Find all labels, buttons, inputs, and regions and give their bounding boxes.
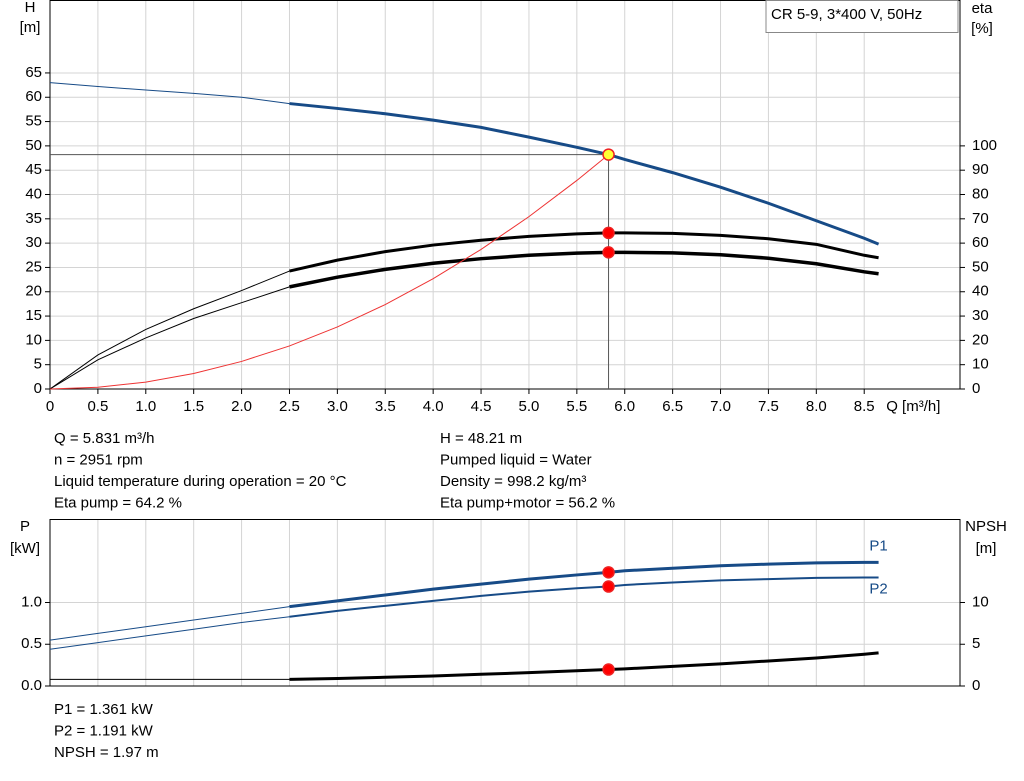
y-axis-label: P — [20, 518, 30, 535]
series-name: P1 — [869, 537, 887, 554]
series-line — [49, 82, 290, 105]
x-tick-label: 4.0 — [423, 398, 444, 415]
y2-tick-label: 50 — [972, 258, 989, 275]
chart: 0.0 0.5 1.0 0 5 10 P [kW] NPSH [m] P1 P2 P1 = 1.361 … — [10, 518, 1007, 761]
operating-point — [602, 580, 615, 593]
x-tick-label: 4.5 — [471, 398, 492, 415]
y2-tick-label: 80 — [972, 185, 989, 202]
y2-tick-label: 10 — [972, 593, 989, 610]
y2-tick-label: 0 — [972, 677, 980, 694]
x-tick-label: 6.5 — [662, 398, 683, 415]
x-tick-label: 0 — [46, 398, 54, 415]
y2-axis-label: NPSH — [965, 518, 1007, 535]
series-line — [49, 154, 609, 390]
y-axis-label: [kW] — [10, 540, 40, 557]
x-tick-label: 3.5 — [375, 398, 396, 415]
x-axis-label: Q [m³/h] — [886, 398, 940, 415]
x-tick-label: 7.0 — [710, 398, 731, 415]
y2-axis-label: eta — [972, 0, 994, 17]
y-axis-label: [m] — [20, 19, 41, 36]
operating-point — [602, 226, 615, 240]
x-tick-label: 1.0 — [135, 398, 156, 415]
readout: Liquid temperature during operation = 20… — [54, 473, 347, 490]
y-tick-label: 45 — [25, 161, 42, 178]
readout: Density = 998.2 kg/m³ — [440, 473, 586, 490]
y-tick-label: 25 — [25, 258, 42, 275]
y-tick-label: 40 — [25, 185, 42, 202]
x-tick-label: 2.0 — [231, 398, 252, 415]
readout: Eta pump = 64.2 % — [54, 494, 182, 511]
y2-axis-label: [%] — [971, 20, 993, 37]
y-tick-label: 10 — [25, 331, 42, 348]
y2-tick-label: 10 — [972, 356, 989, 373]
series-line — [49, 606, 290, 641]
y2-tick-label: 70 — [972, 210, 989, 227]
x-tick-label: 8.5 — [854, 398, 875, 415]
series-line — [49, 286, 290, 390]
readout: P2 = 1.191 kW — [54, 722, 154, 739]
operating-point — [602, 246, 615, 259]
x-tick-label: 0.5 — [87, 398, 108, 415]
readout: n = 2951 rpm — [54, 451, 143, 468]
chart-title: CR 5-9, 3*400 V, 50Hz — [771, 6, 922, 23]
y-tick-label: 15 — [25, 307, 42, 324]
y-tick-label: 35 — [25, 210, 42, 227]
x-tick-label: 5.0 — [519, 398, 540, 415]
operating-point — [602, 148, 615, 161]
y-tick-label: 50 — [25, 137, 42, 154]
readout: Pumped liquid = Water — [440, 451, 592, 468]
y-tick-label: 5 — [34, 356, 42, 373]
x-tick-label: 7.5 — [758, 398, 779, 415]
y-tick-label: 20 — [25, 283, 42, 300]
readout: NPSH = 1.97 m — [54, 744, 159, 761]
y-tick-label: 65 — [25, 64, 42, 81]
readout: P1 = 1.361 kW — [54, 701, 154, 718]
y2-axis-label: [m] — [976, 540, 997, 557]
chart: 0 5 10 15 20 25 30 35 40 45 50 55 60 65 0 10 20 30 40 50 60 7… — [20, 0, 997, 511]
operating-point — [602, 566, 615, 579]
y2-tick-label: 40 — [972, 283, 989, 300]
y2-tick-label: 0 — [972, 380, 980, 397]
y2-tick-label: 30 — [972, 307, 989, 324]
series-line — [49, 616, 290, 650]
operating-point — [602, 663, 615, 676]
series-line — [49, 270, 290, 390]
y-tick-label: 0.5 — [21, 635, 42, 652]
y2-tick-label: 60 — [972, 234, 989, 251]
x-tick-label: 5.5 — [566, 398, 587, 415]
x-tick-label: 8.0 — [806, 398, 827, 415]
y-tick-label: 60 — [25, 88, 42, 105]
y-tick-label: 30 — [25, 234, 42, 251]
x-tick-label: 2.5 — [279, 398, 300, 415]
y2-tick-label: 5 — [972, 635, 980, 652]
y-tick-label: 1.0 — [21, 593, 42, 610]
y2-tick-label: 90 — [972, 161, 989, 178]
y-tick-label: 0.0 — [21, 677, 42, 694]
x-tick-label: 3.0 — [327, 398, 348, 415]
series-name: P2 — [869, 580, 887, 597]
readout: Q = 5.831 m³/h — [54, 430, 154, 447]
y2-tick-label: 20 — [972, 331, 989, 348]
x-tick-label: 1.5 — [183, 398, 204, 415]
x-tick-label: 6.0 — [614, 398, 635, 415]
y-tick-label: 0 — [34, 380, 42, 397]
readout: Eta pump+motor = 56.2 % — [440, 494, 615, 511]
y2-tick-label: 100 — [972, 137, 997, 154]
y-tick-label: 55 — [25, 113, 42, 130]
title-box — [765, 0, 959, 33]
y-axis-label: H — [25, 0, 36, 16]
readout: H = 48.21 m — [440, 430, 522, 447]
